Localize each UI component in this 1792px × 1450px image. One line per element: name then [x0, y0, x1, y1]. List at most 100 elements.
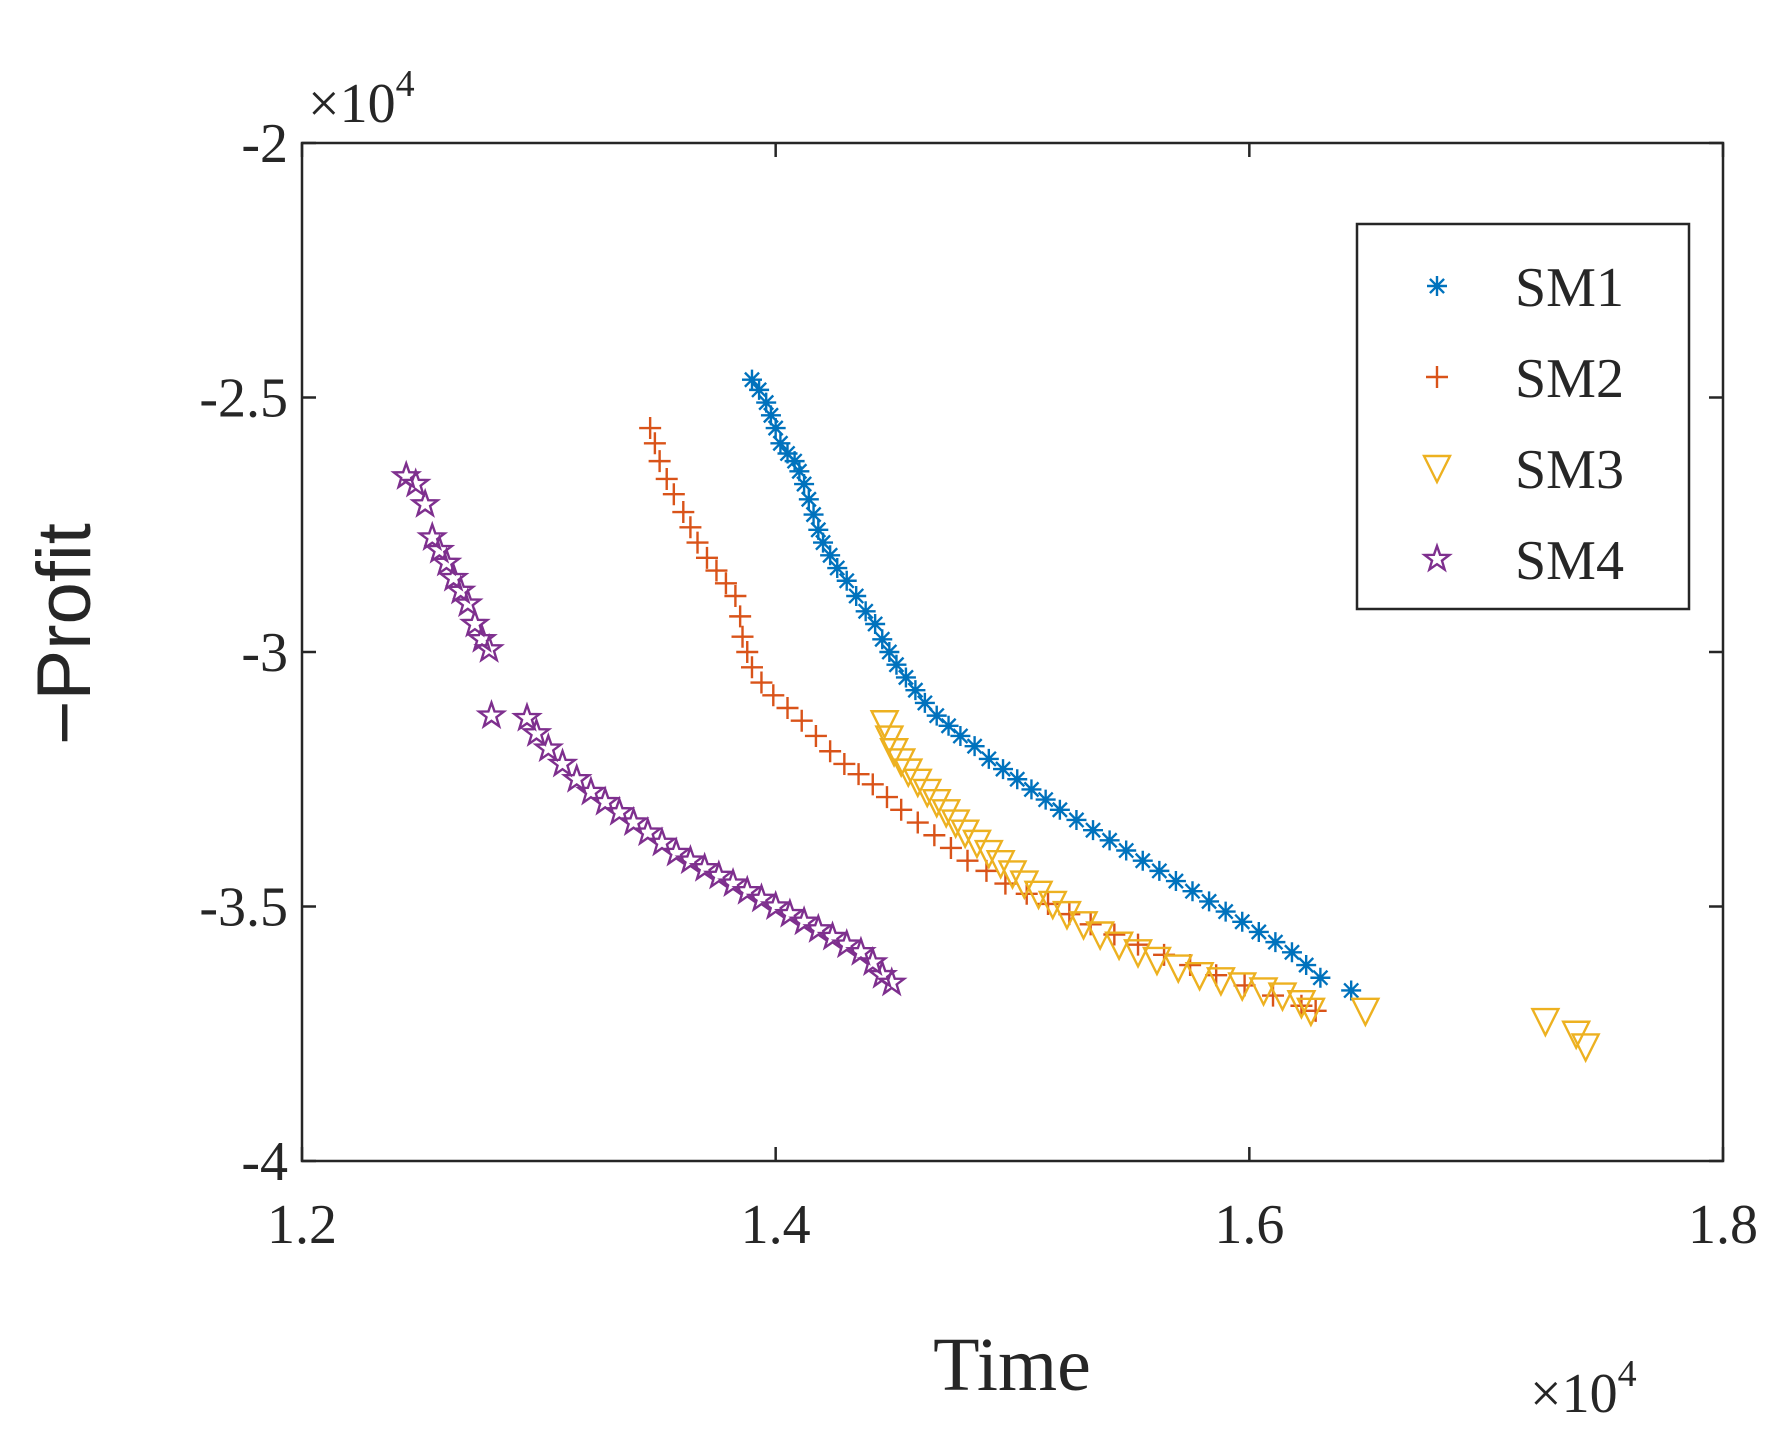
data-point-sm2 — [804, 724, 827, 747]
data-point-sm1 — [865, 614, 886, 635]
data-point-sm2 — [639, 417, 662, 440]
axis-ticks: 1.2 1.4 1.6 1.8 -4 -3.5 -3 -2.5 -2 — [199, 113, 1758, 1256]
series-sm1 — [741, 369, 1362, 1001]
data-point-sm2 — [662, 483, 685, 506]
data-point-sm1 — [756, 392, 777, 413]
data-point-sm3 — [985, 850, 1016, 880]
y-exponent-label: ×104 — [308, 63, 415, 135]
data-point-sm4 — [816, 920, 849, 951]
data-point-sm2 — [714, 572, 737, 595]
x-tick-label: 1.2 — [267, 1194, 337, 1256]
data-point-sm2 — [750, 671, 773, 694]
data-point-sm2 — [819, 740, 842, 763]
legend-marker-sm1 — [1427, 276, 1447, 296]
legend-label-sm1: SM1 — [1515, 257, 1624, 319]
data-point-sm1 — [760, 405, 781, 426]
data-point-sm4 — [674, 844, 707, 875]
data-point-sm4 — [875, 966, 908, 997]
data-point-sm3 — [1295, 997, 1326, 1028]
data-point-sm4 — [830, 928, 863, 959]
data-point-sm1 — [765, 418, 786, 439]
data-point-sm1 — [905, 680, 926, 701]
data-point-sm1 — [770, 433, 791, 454]
data-point-sm3 — [931, 799, 962, 830]
data-point-sm4 — [473, 632, 505, 663]
legend: SM1 SM2 SM3 SM4 — [1355, 222, 1691, 611]
data-point-sm2 — [679, 516, 702, 539]
data-point-sm4 — [444, 574, 477, 605]
data-point-sm3 — [912, 778, 943, 809]
data-point-sm1 — [1149, 860, 1170, 881]
data-point-sm3 — [886, 748, 917, 779]
legend-marker-sm4 — [1421, 542, 1453, 573]
data-point-sm4 — [416, 520, 449, 551]
data-point-sm1 — [895, 667, 916, 688]
data-point-sm1 — [836, 570, 857, 591]
data-point-sm1 — [855, 601, 876, 622]
data-point-sm2 — [724, 585, 747, 608]
data-point-sm4 — [423, 533, 456, 564]
x-tick-label: 1.8 — [1688, 1194, 1758, 1256]
data-point-sm1 — [798, 489, 819, 510]
data-point-sm4 — [856, 945, 889, 976]
legend-label-sm4: SM4 — [1515, 530, 1624, 592]
data-point-sm2 — [833, 752, 856, 775]
data-point-sm2 — [672, 501, 695, 524]
data-point-sm2 — [956, 849, 979, 872]
data-point-sm1 — [879, 642, 900, 662]
data-point-sm4 — [437, 561, 470, 592]
data-point-sm4 — [702, 859, 735, 890]
data-point-sm3 — [1104, 931, 1135, 962]
data-point-sm2 — [890, 798, 913, 821]
legend-marker-sm3 — [1422, 454, 1452, 485]
data-point-sm1 — [1232, 911, 1253, 932]
data-point-sm1 — [1021, 779, 1042, 800]
data-point-sm2 — [705, 559, 728, 582]
data-point-sm1 — [1007, 769, 1028, 790]
data-point-sm3 — [1037, 890, 1068, 921]
data-point-sm4 — [788, 905, 820, 936]
data-point-sm2 — [847, 763, 870, 786]
data-point-sm1 — [820, 545, 841, 566]
data-point-sm4 — [660, 836, 693, 867]
data-point-sm1 — [938, 715, 959, 736]
data-point-sm2 — [939, 836, 962, 859]
data-point-sm1 — [1083, 820, 1104, 841]
y-axis-title: −Profit — [22, 523, 107, 745]
data-point-sm2 — [1127, 933, 1150, 956]
data-point-sm4 — [475, 698, 508, 730]
data-point-sm2 — [994, 872, 1017, 895]
data-point-sm3 — [1248, 977, 1279, 1008]
x-tick-label: 1.6 — [1214, 1194, 1284, 1256]
data-point-sm3 — [1123, 939, 1153, 969]
data-point-sm2 — [790, 709, 813, 732]
data-point-sm4 — [451, 586, 484, 618]
data-point-sm4 — [745, 882, 778, 913]
data-point-sm2 — [643, 432, 666, 455]
data-point-sm4 — [399, 467, 432, 498]
legend-label-sm2: SM2 — [1515, 348, 1624, 410]
data-point-sm1 — [803, 504, 824, 525]
data-point-sm3 — [950, 819, 981, 850]
data-point-sm3 — [1570, 1033, 1601, 1064]
data-point-sm3 — [1205, 967, 1236, 997]
data-point-sm3 — [1023, 880, 1054, 911]
data-point-sm4 — [560, 762, 593, 793]
data-point-sm4 — [774, 897, 806, 928]
data-point-sm1 — [964, 736, 985, 757]
x-axis-title: Time — [933, 1323, 1091, 1407]
data-point-sm3 — [1227, 972, 1258, 1003]
data-point-sm2 — [906, 811, 929, 834]
data-point-sm4 — [511, 701, 543, 732]
data-point-sm1 — [813, 532, 834, 553]
data-point-sm1 — [1248, 921, 1269, 942]
data-point-sm3 — [1009, 870, 1040, 901]
data-point-sm3 — [1350, 997, 1381, 1028]
data-point-sm4 — [520, 716, 553, 747]
data-point-sm1 — [978, 748, 999, 769]
data-point-sm1 — [1296, 955, 1317, 976]
data-point-sm1 — [872, 629, 893, 650]
x-tick-label: 1.4 — [741, 1194, 811, 1256]
data-point-sm3 — [879, 738, 910, 768]
data-point-sm1 — [827, 558, 848, 579]
